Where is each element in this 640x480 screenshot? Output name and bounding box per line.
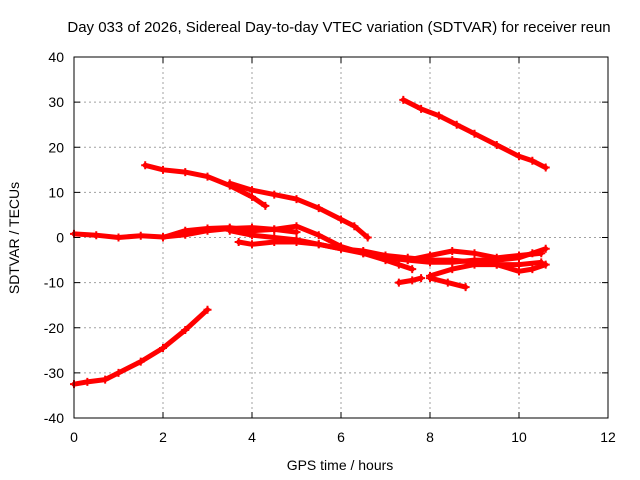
data-point [181, 226, 190, 235]
data-point [261, 201, 270, 210]
data-point [470, 249, 479, 258]
data-point [448, 247, 457, 256]
x-tick-label: 2 [159, 429, 167, 445]
data-point [292, 238, 301, 247]
data-point [337, 215, 345, 224]
data-point [426, 251, 434, 260]
data-point [101, 375, 110, 384]
data-point [363, 233, 372, 242]
data-point [426, 271, 434, 280]
data-point [136, 357, 145, 366]
y-tick-label: 30 [48, 94, 64, 110]
x-tick-label: 4 [248, 429, 256, 445]
data-point [528, 265, 537, 274]
data-point [443, 278, 452, 287]
gridlines [74, 57, 608, 418]
data-point [403, 256, 412, 265]
data-point [408, 276, 417, 285]
data-point [417, 104, 426, 113]
data-point [270, 238, 279, 247]
data-point [248, 192, 256, 201]
data-point [408, 265, 417, 274]
data-point [515, 251, 523, 260]
data-point [314, 231, 323, 240]
data-point [515, 152, 523, 161]
series-line-arc-12 [427, 262, 549, 279]
y-tick-label: 40 [48, 49, 64, 65]
data-point [292, 195, 301, 204]
data-point [394, 278, 403, 287]
data-point [350, 222, 359, 231]
data-series [70, 95, 550, 389]
data-point [470, 260, 479, 269]
data-point [181, 168, 190, 177]
data-point [417, 274, 426, 283]
x-axis-label: GPS time / hours [287, 457, 394, 473]
x-tick-label: 12 [600, 429, 616, 445]
y-tick-label: -10 [44, 275, 64, 291]
data-point [248, 186, 256, 195]
data-point [248, 231, 256, 240]
data-point [541, 244, 550, 253]
data-point [159, 165, 167, 174]
y-tick-label: 0 [56, 230, 64, 246]
data-point [203, 224, 212, 233]
data-point [114, 368, 123, 377]
data-point [515, 267, 523, 276]
data-point [203, 305, 212, 314]
data-point [461, 283, 470, 292]
data-point [359, 247, 368, 256]
data-point [337, 244, 345, 253]
x-tick-label: 8 [426, 429, 434, 445]
data-point [270, 225, 279, 234]
data-point [541, 260, 550, 269]
data-point [92, 231, 101, 240]
x-tick-label: 10 [511, 429, 527, 445]
y-tick-label: 10 [48, 184, 64, 200]
data-point [537, 249, 546, 258]
data-point [470, 129, 479, 138]
data-point [114, 233, 123, 242]
data-point [225, 179, 234, 188]
data-point [248, 240, 256, 249]
data-point [141, 161, 150, 170]
chart-title: Day 033 of 2026, Sidereal Day-to-day VTE… [67, 19, 610, 36]
data-point [492, 253, 501, 262]
y-tick-label: -20 [44, 320, 64, 336]
axis-ticks: 0 2 4 6 8 10 12 -40 -30 -20 -10 0 10 20 30 40 [44, 49, 616, 445]
data-point [448, 256, 457, 265]
data-point [528, 156, 537, 165]
data-point [181, 326, 190, 335]
y-axis-label: SDTVAR / TECUs [6, 182, 22, 294]
data-point [83, 377, 92, 386]
y-tick-label: 20 [48, 139, 64, 155]
data-point [541, 163, 550, 172]
y-tick-label: -30 [44, 365, 64, 381]
data-point [314, 240, 323, 249]
data-point [292, 222, 301, 231]
data-point [492, 140, 501, 149]
data-point [492, 260, 501, 269]
x-tick-label: 6 [337, 429, 345, 445]
data-point [448, 265, 457, 274]
data-point [234, 238, 243, 247]
data-point [394, 260, 403, 269]
x-tick-label: 0 [70, 429, 78, 445]
data-point [203, 172, 212, 181]
y-tick-label: -40 [44, 410, 64, 426]
data-point [159, 344, 167, 353]
data-point [159, 233, 167, 242]
data-point [225, 226, 234, 235]
data-point [399, 95, 408, 104]
data-point [270, 190, 279, 199]
data-point [381, 251, 390, 260]
data-point [136, 231, 145, 240]
data-point [515, 260, 523, 269]
data-point [314, 204, 323, 213]
data-point [434, 111, 443, 120]
data-point [452, 120, 461, 129]
